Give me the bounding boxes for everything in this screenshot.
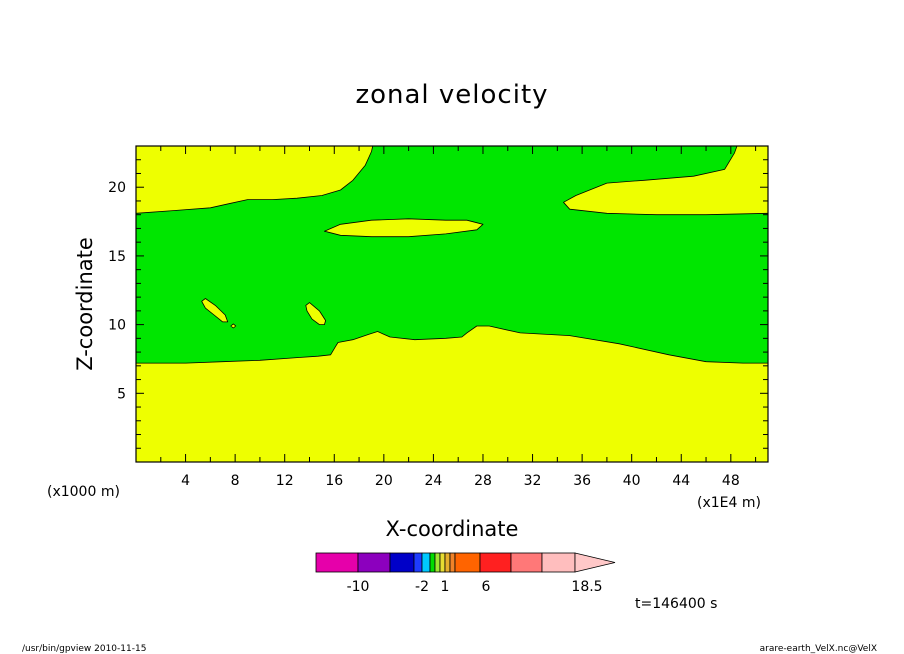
colorbar-cell: [434, 552, 441, 573]
time-label: t=146400 s: [635, 596, 717, 612]
colorbar-cell: [444, 552, 451, 573]
x-unit-left: (x1000 m): [47, 484, 120, 500]
axis-ticks: [136, 146, 768, 462]
colorbar-cell: [510, 552, 543, 573]
x-tick-label: 12: [276, 473, 294, 489]
colorbar-cell: [479, 552, 512, 573]
contour-regions: [135, 145, 769, 364]
x-tick-label: 48: [722, 473, 740, 489]
footer-right: arare-earth_VelX.nc@VelX: [760, 644, 877, 654]
x-tick-label: 16: [325, 473, 343, 489]
contour-region-1: [323, 218, 484, 238]
x-tick-labels: 4 8 12 16 20 24 28 32 36 40 44 48: [181, 473, 740, 489]
colorbar: [315, 552, 616, 573]
y-tick-label: 10: [108, 318, 126, 334]
colorbar-cell: [421, 552, 431, 573]
colorbar-label: 6: [482, 579, 491, 595]
plot-frame: [135, 145, 769, 463]
colorbar-labels: -10 -2 1 6 18.5: [347, 579, 603, 595]
colorbar-cell: [315, 552, 359, 573]
colorbar-label: -2: [415, 579, 429, 595]
colorbar-arrow: [574, 552, 616, 573]
x-tick-label: 40: [623, 473, 641, 489]
contour-region-3: [305, 302, 327, 326]
colorbar-label: -10: [347, 579, 370, 595]
colorbar-cell: [449, 552, 456, 573]
colorbar-cell: [429, 552, 436, 573]
y-axis-title: Z-coordinate: [73, 237, 97, 371]
colorbar-cell: [454, 552, 481, 573]
x-axis-title: X-coordinate: [386, 517, 519, 541]
x-tick-label: 28: [474, 473, 492, 489]
contour-region-2: [201, 298, 229, 323]
x-tick-label: 20: [375, 473, 393, 489]
colorbar-label: 18.5: [571, 579, 602, 595]
x-tick-label: 4: [181, 473, 190, 489]
chart-title: zonal velocity: [355, 80, 548, 110]
y-tick-label: 5: [117, 386, 126, 402]
colorbar-cell: [357, 552, 391, 573]
footer-left: /usr/bin/gpview 2010-11-15: [22, 644, 146, 654]
colorbar-cell: [541, 552, 576, 573]
colorbar-label: 1: [441, 579, 450, 595]
y-tick-label: 20: [108, 180, 126, 196]
colorbar-cell: [389, 552, 415, 573]
colorbar-cell: [413, 552, 423, 573]
contour-region-4: [230, 323, 237, 329]
x-tick-label: 44: [672, 473, 690, 489]
x-tick-label: 8: [231, 473, 240, 489]
x-tick-label: 24: [424, 473, 442, 489]
colorbar-cell: [439, 552, 446, 573]
x-tick-label: 36: [573, 473, 591, 489]
x-tick-label: 32: [524, 473, 542, 489]
y-tick-label: 15: [108, 249, 126, 265]
y-tick-labels: 5 10 15 20: [108, 180, 126, 402]
x-unit-right: (x1E4 m): [697, 495, 761, 511]
